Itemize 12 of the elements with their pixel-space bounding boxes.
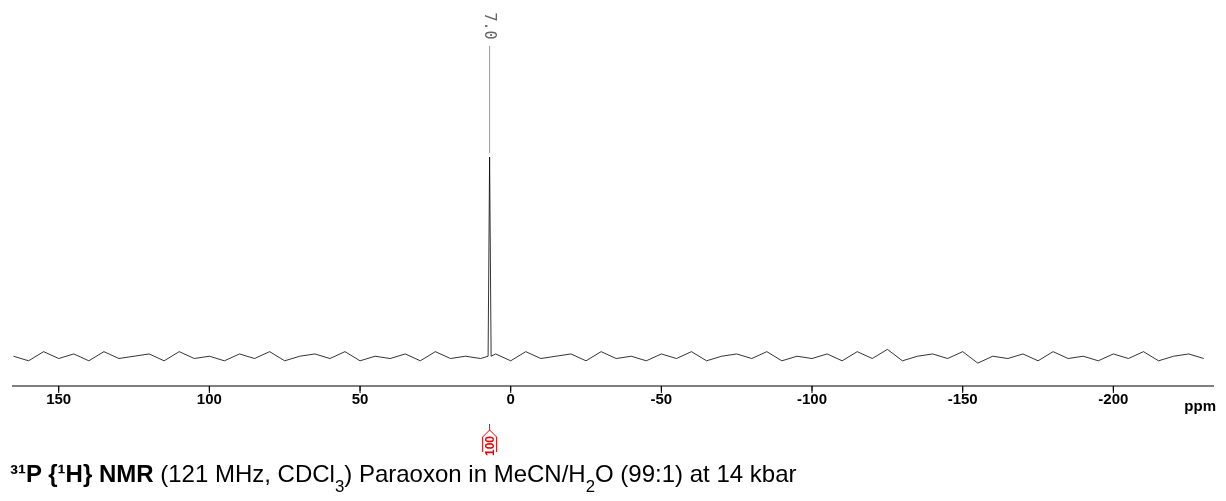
x-tick-label: -50	[650, 389, 673, 407]
x-tick-label: -150	[947, 389, 978, 407]
x-tick-label: 0	[506, 389, 515, 407]
text: ³¹P {¹H} NMR (121 MHz, CDCl$_{3}$) Paraoxon in MeCN/H$_{2}$O (99:1) at 14 kbar	[10, 460, 797, 496]
x-tick-label: 50	[351, 389, 369, 407]
x-tick-label: 100	[196, 389, 222, 407]
annotation: 7.0	[480, 12, 499, 40]
annotation: 100	[482, 435, 497, 457]
x-tick-label: -200	[1098, 389, 1129, 407]
x-axis-title: ppm	[1184, 397, 1216, 414]
x-tick-label: -100	[797, 389, 828, 407]
x-tick-label: 150	[46, 389, 72, 407]
